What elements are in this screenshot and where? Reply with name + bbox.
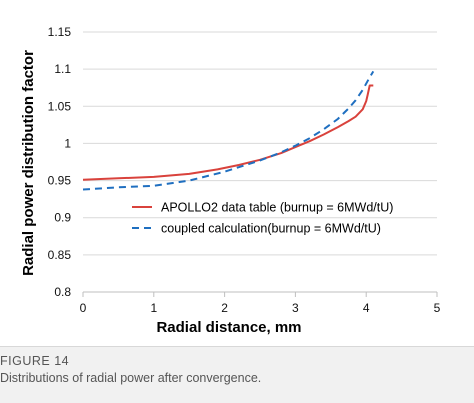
x-tick-label: 4 xyxy=(363,301,370,315)
y-tick-label: 0.9 xyxy=(54,211,71,225)
y-tick-label: 1.15 xyxy=(48,25,72,39)
y-axis-title: Radial power distribution factor xyxy=(20,50,37,276)
legend-label: APOLLO2 data table (burnup = 6MWd/tU) xyxy=(161,201,393,215)
y-tick-label: 1.05 xyxy=(48,99,72,113)
series-line-coupled xyxy=(82,70,375,191)
y-tick-label: 1.1 xyxy=(54,62,71,76)
x-axis-title: Radial distance, mm xyxy=(156,319,301,336)
x-tick-label: 1 xyxy=(150,301,157,315)
series-lines xyxy=(82,70,375,191)
tick-labels: 0.8 0.85 0.9 0.95 1 1.05 1.1 1.15 0 1 2 3 4 5 xyxy=(48,25,441,315)
y-tick-label: 0.85 xyxy=(48,248,72,262)
legend: APOLLO2 data table (burnup = 6MWd/tU) cou… xyxy=(132,201,393,236)
x-tick-label: 0 xyxy=(80,301,87,315)
radial-power-chart: 0.8 0.85 0.9 0.95 1 1.05 1.1 1.15 0 1 2 3 4 5 APOLLO2… xyxy=(0,0,474,346)
x-tick-label: 5 xyxy=(434,301,441,315)
figure-caption: Distributions of radial power after conv… xyxy=(0,371,262,385)
axes xyxy=(82,291,438,297)
y-tick-label: 0.8 xyxy=(54,285,71,299)
series-line-apollo2 xyxy=(82,84,374,181)
caption-block: FIGURE 14 Distributions of radial power … xyxy=(0,346,474,403)
y-tick-label: 1 xyxy=(64,136,71,150)
figure-label: FIGURE 14 xyxy=(0,354,70,368)
chart-background xyxy=(0,0,474,346)
grid-lines xyxy=(83,31,437,256)
x-tick-label: 2 xyxy=(221,301,228,315)
legend-label: coupled calculation(burnup = 6MWd/tU) xyxy=(161,222,381,236)
y-tick-label: 0.95 xyxy=(48,174,72,188)
x-tick-label: 3 xyxy=(292,301,299,315)
